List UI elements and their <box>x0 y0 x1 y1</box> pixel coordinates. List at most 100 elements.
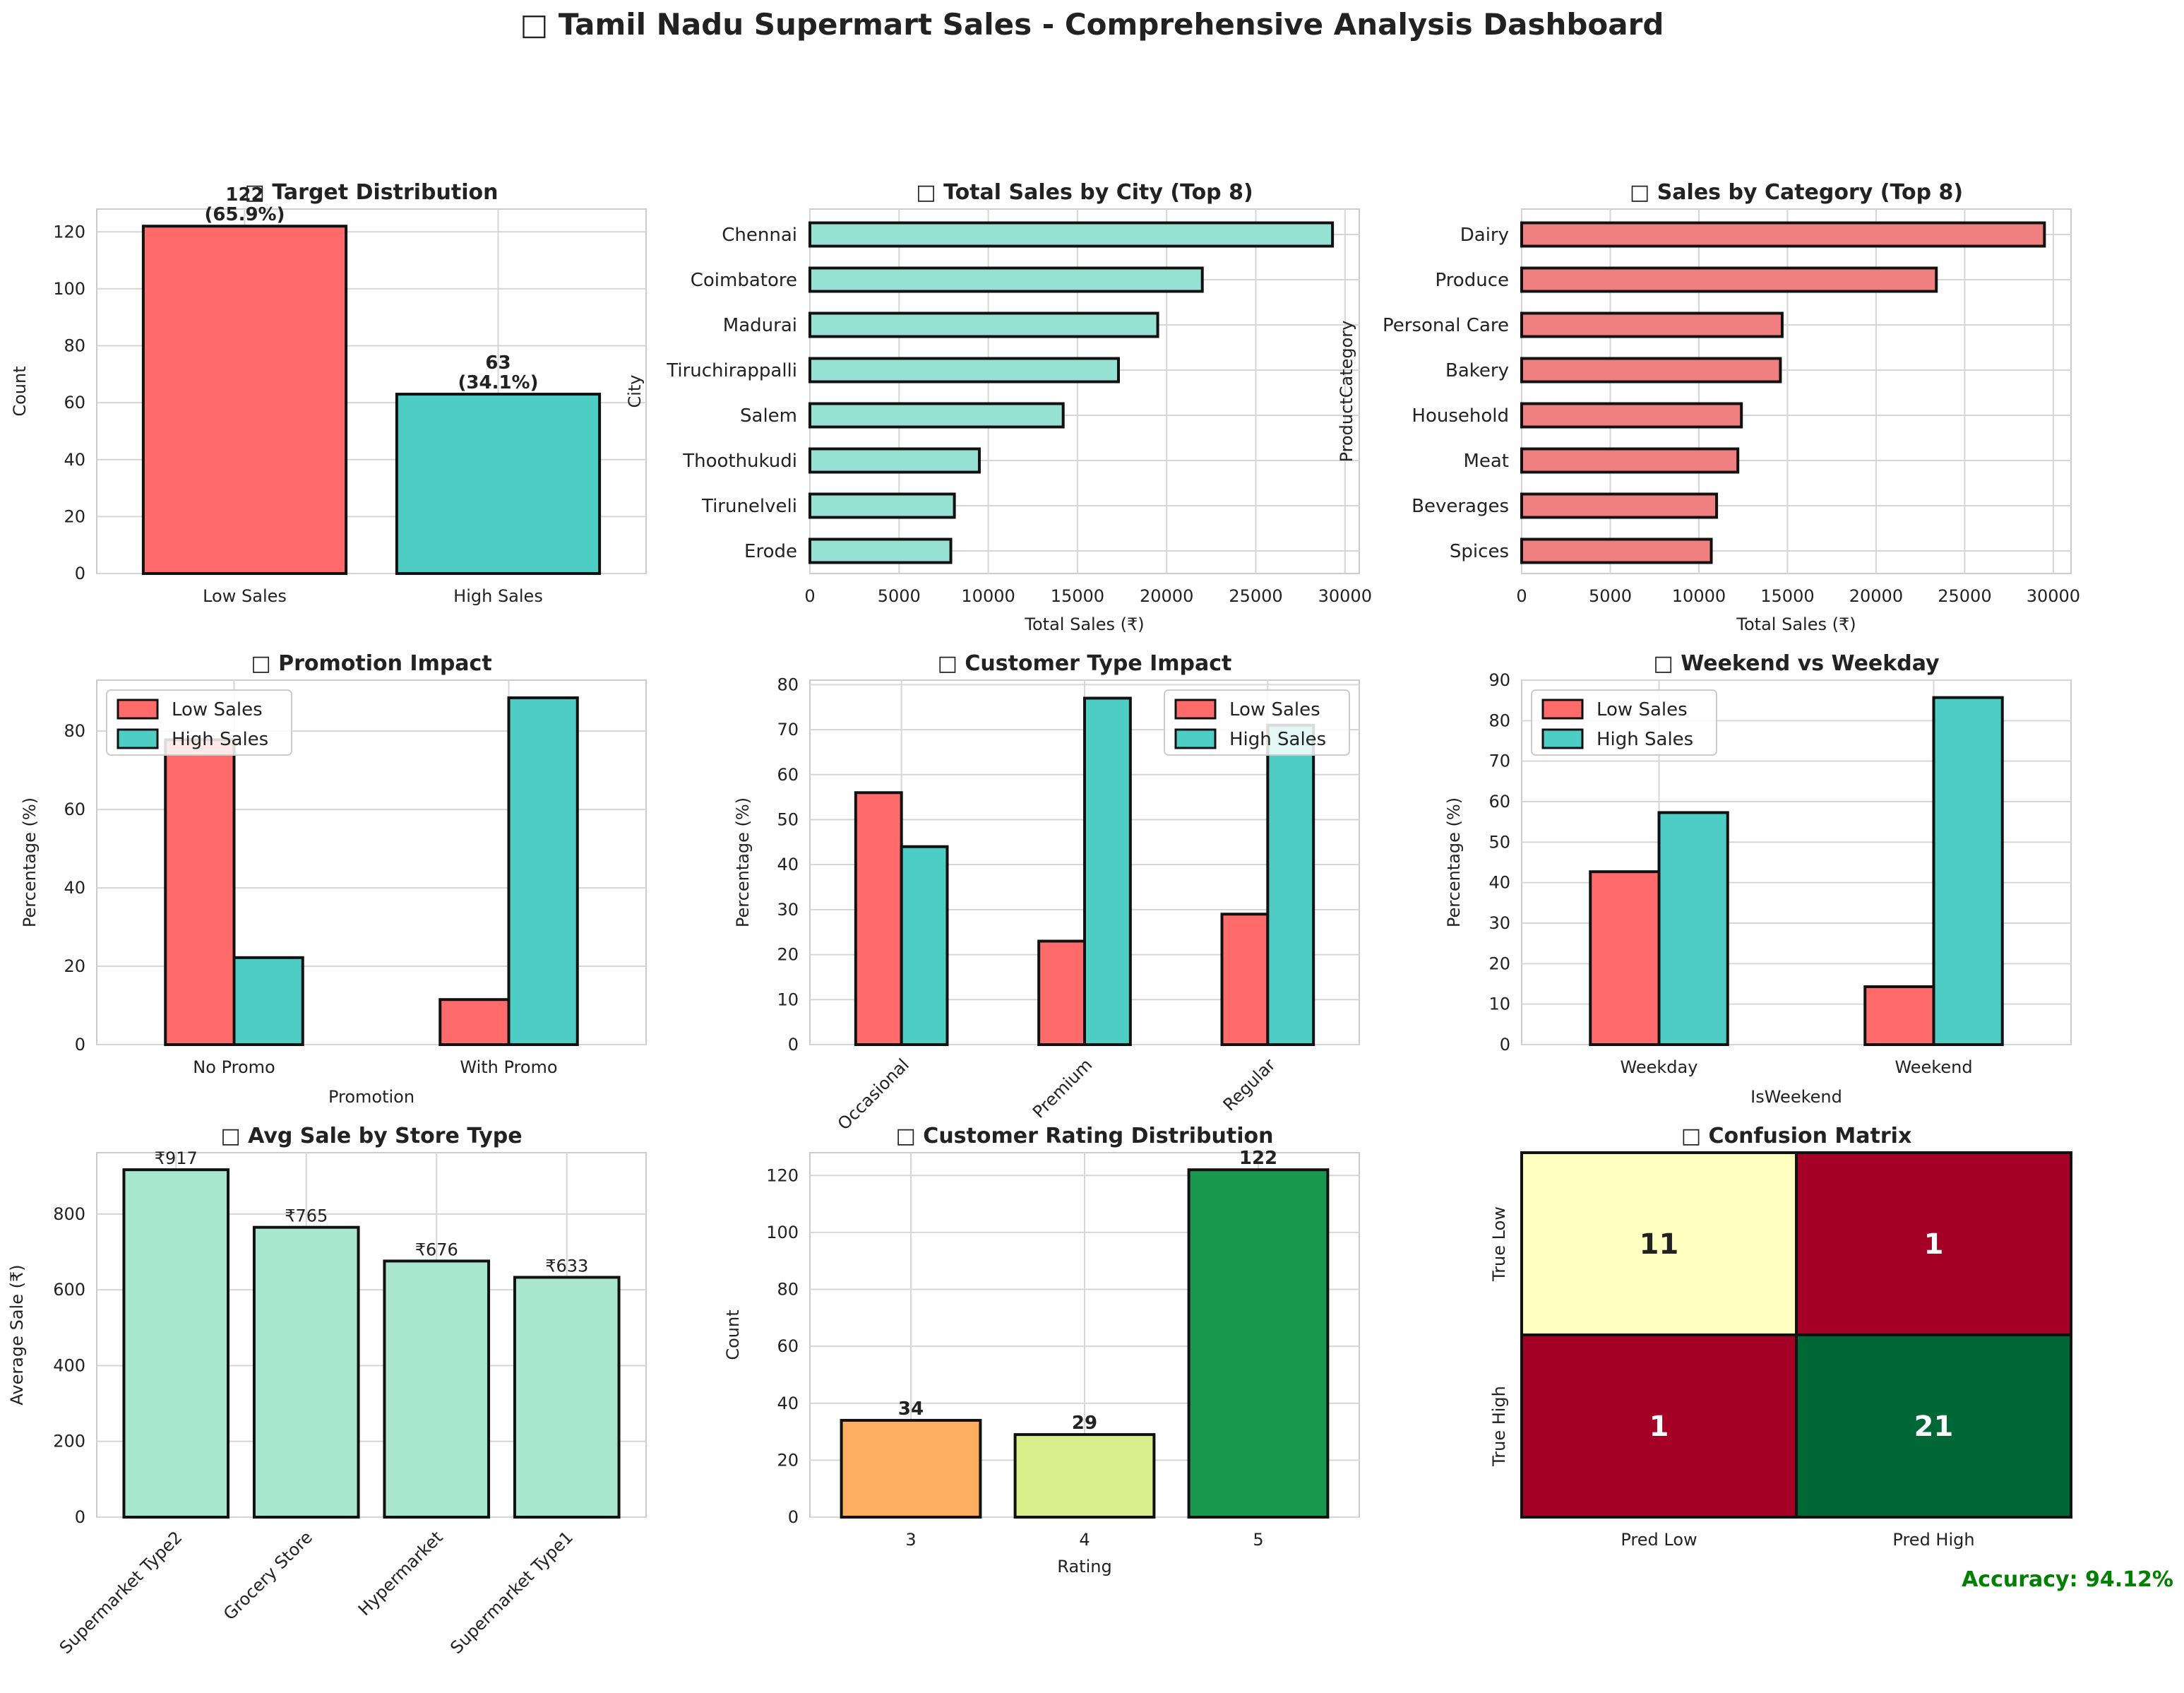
city-chart: 0 5000 10000 15000 20000 25000 30000 Chennai Coi… <box>625 180 1372 634</box>
y-tick-label: 0 <box>75 564 85 583</box>
x-tick-label: Premium <box>1029 1055 1096 1122</box>
x-tick-label: 25000 <box>1938 586 1991 606</box>
y-tick-label: 70 <box>1488 752 1510 771</box>
legend-label: High Sales <box>1229 729 1326 750</box>
y-tick-label: 0 <box>75 1035 85 1055</box>
x-tick-label: 5000 <box>878 586 921 606</box>
y-axis-label: Percentage (%) <box>20 797 40 927</box>
data-label: ₹765 <box>285 1206 328 1226</box>
cell-value: 1 <box>1649 1410 1669 1443</box>
x-tick-label: No Promo <box>193 1057 275 1077</box>
bar-personal-care <box>1520 311 1784 338</box>
cell-value: 11 <box>1640 1228 1679 1261</box>
bar-high-sales-with-promo <box>507 696 579 1046</box>
bar-low-sales-regular <box>1220 913 1270 1047</box>
x-axis-label: Rating <box>1057 1557 1111 1576</box>
x-tick-label: 0 <box>1516 586 1527 606</box>
y-tick-label: True High <box>1489 1386 1509 1467</box>
legend-swatch <box>117 728 159 749</box>
cell-value: 21 <box>1914 1410 1954 1443</box>
bar-erode <box>808 537 953 564</box>
y-tick-label: Dairy <box>1460 225 1509 246</box>
legend-label: Low Sales <box>1229 699 1320 720</box>
y-tick-label: Tiruchirappalli <box>666 360 797 381</box>
data-label: ₹633 <box>545 1256 588 1276</box>
x-tick-label: Weekday <box>1621 1057 1698 1077</box>
y-tick-label: Beverages <box>1412 496 1509 517</box>
plot-area <box>809 208 1360 574</box>
chart-title: □ Avg Sale by Store Type <box>220 1124 522 1148</box>
y-tick-label: True Low <box>1489 1206 1509 1282</box>
y-tick-label: 200 <box>53 1432 85 1451</box>
legend-swatch <box>1541 699 1584 720</box>
x-axis-label: IsWeekend <box>1750 1087 1842 1107</box>
y-tick-label: Bakery <box>1445 360 1509 381</box>
bar-low-sales-occasional <box>854 791 903 1047</box>
legend-swatch <box>1174 699 1217 720</box>
y-tick-label: 80 <box>64 721 85 741</box>
y-tick-label: Produce <box>1435 270 1509 291</box>
legend-swatch <box>117 699 159 720</box>
y-tick-label: Salem <box>740 405 797 427</box>
bar-5 <box>1187 1168 1330 1519</box>
y-tick-label: 0 <box>1500 1035 1510 1055</box>
legend: Low Sales High Sales <box>1164 689 1350 756</box>
y-axis-label: Count <box>10 366 30 416</box>
bar-3 <box>840 1418 982 1519</box>
y-tick-label: 60 <box>64 393 85 412</box>
bar-low-sales-with-promo <box>438 998 511 1047</box>
x-tick-label: Pred Low <box>1621 1530 1697 1550</box>
bar-high-sales <box>395 393 602 575</box>
x-tick-label: 5000 <box>1589 586 1632 606</box>
bar-high-sales-weekend <box>1932 696 2004 1046</box>
y-tick-label: 10 <box>777 990 799 1009</box>
y-tick-label: Meat <box>1463 451 1509 472</box>
bar-tiruchirappalli <box>808 357 1120 384</box>
y-tick-label: 40 <box>777 1394 799 1413</box>
y-tick-label: 60 <box>1488 792 1510 812</box>
x-tick-label: 20000 <box>1849 586 1903 606</box>
store-chart: 0 200 400 600 800 Supermarket Type2 ₹917 Grocer… <box>7 1124 647 1658</box>
chart-title: □ Sales by Category (Top 8) <box>1630 180 1963 205</box>
y-tick-label: 20 <box>64 956 85 976</box>
x-axis-label: Promotion <box>328 1087 414 1107</box>
chart-title: □ Promotion Impact <box>251 651 491 676</box>
x-tick-label: Low Sales <box>203 586 287 606</box>
legend-label: Low Sales <box>1597 699 1688 720</box>
x-tick-label: Supermarket Type1 <box>446 1527 577 1658</box>
chart-title: □ Customer Type Impact <box>938 651 1232 676</box>
bar-low-sales-weekday <box>1589 870 1661 1046</box>
bar-bakery <box>1520 357 1782 384</box>
y-tick-label: 100 <box>53 279 85 299</box>
chart-title: □ Target Distribution <box>245 180 499 205</box>
y-axis-label: Percentage (%) <box>733 797 753 927</box>
legend: Low Sales High Sales <box>1531 689 1717 756</box>
bar-low-sales-no-promo <box>164 738 236 1046</box>
bar-low-sales-weekend <box>1863 985 1935 1046</box>
y-tick-label: 800 <box>53 1204 85 1224</box>
bar-chennai <box>808 221 1335 248</box>
x-axis-label: Total Sales (₹) <box>1736 614 1856 634</box>
bar-coimbatore <box>808 266 1204 293</box>
x-tick-label: 15000 <box>1760 586 1814 606</box>
x-tick-label: Pred High <box>1892 1530 1974 1550</box>
plot-area <box>1521 208 2072 574</box>
y-tick-label: 50 <box>777 809 799 829</box>
y-tick-label: 0 <box>788 1507 799 1527</box>
x-tick-label: Weekend <box>1894 1057 1972 1077</box>
y-tick-label: 120 <box>766 1165 799 1185</box>
chart-title: □ Confusion Matrix <box>1681 1124 1912 1148</box>
y-tick-label: 50 <box>1488 832 1510 852</box>
y-tick-label: 10 <box>1488 994 1510 1014</box>
legend-label: Low Sales <box>172 699 263 720</box>
bar-high-sales-occasional <box>900 845 949 1047</box>
y-tick-label: Household <box>1412 405 1509 427</box>
y-tick-label: 80 <box>777 675 799 694</box>
y-tick-label: 20 <box>1488 954 1510 973</box>
data-label: 122 (65.9%) <box>205 184 285 225</box>
bar-salem <box>808 402 1065 429</box>
y-tick-label: Personal Care <box>1383 315 1509 336</box>
rating-chart: 0 20 40 60 80 100 120 3 34 4 29 5 122□ Customer Rati… <box>723 1124 1360 1576</box>
bar-hypermarket <box>383 1259 491 1519</box>
